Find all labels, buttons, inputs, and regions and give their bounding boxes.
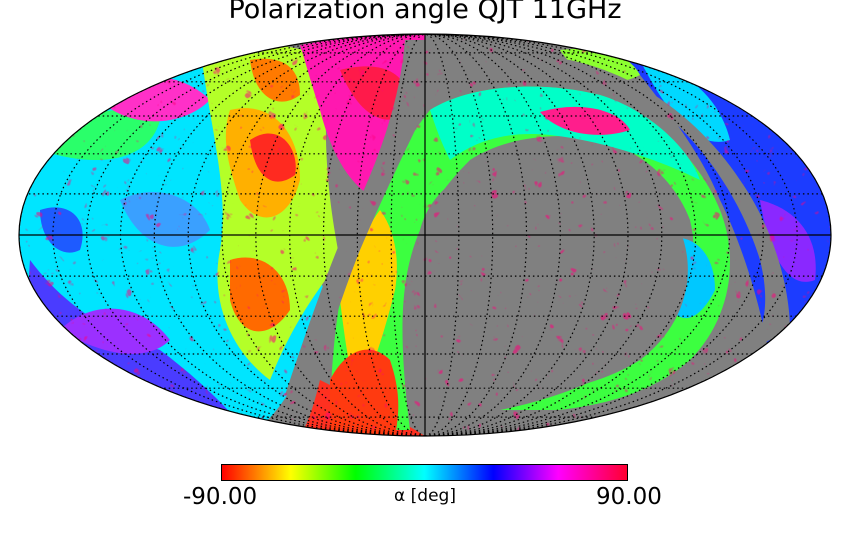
graticule-meridian (221, 34, 426, 436)
graticule-meridian (424, 34, 764, 436)
colorbar (221, 464, 628, 481)
colorbar-min-label: -90.00 (183, 484, 258, 510)
graticule-meridian (424, 34, 494, 436)
graticule-meridian (424, 34, 460, 436)
graticule-meridian (187, 34, 426, 436)
map-title: Polarization angle QJT 11GHz (228, 0, 622, 25)
graticule-meridian (255, 34, 426, 436)
colorbar-max-label: 90.00 (596, 484, 662, 510)
colorbar-unit-label: α [deg] (394, 486, 456, 506)
sky-map (18, 33, 832, 437)
map-border (18, 33, 832, 437)
